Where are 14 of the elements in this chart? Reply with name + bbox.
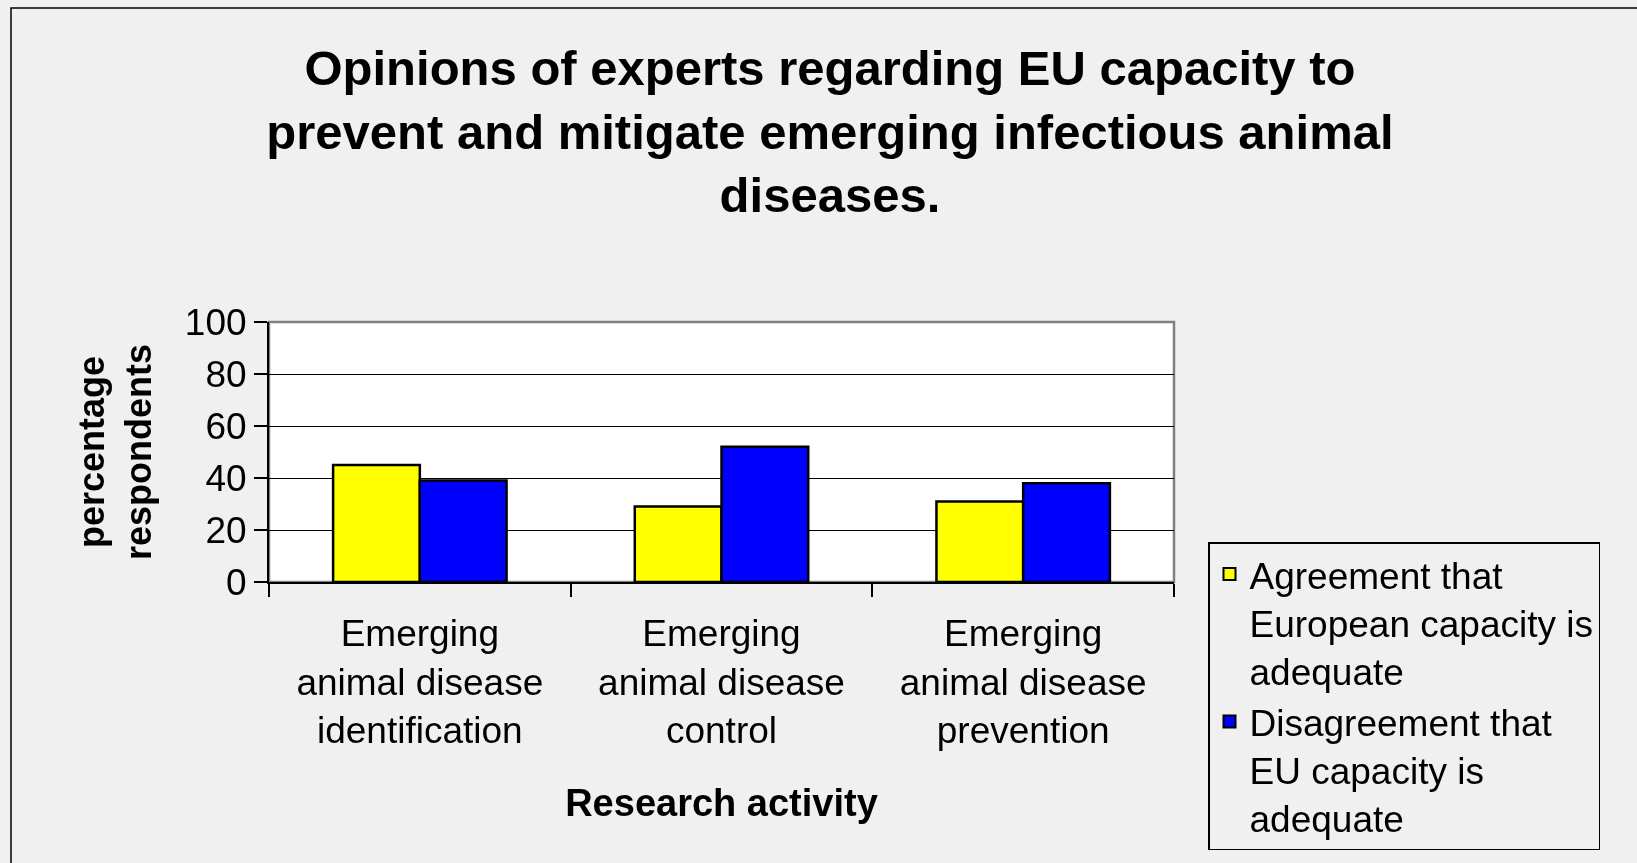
x-axis-title: Research activity <box>565 782 878 825</box>
y-axis-title: percentage respondents <box>71 343 160 561</box>
chart-title: Opinions of experts regarding EU capacity to prevent and mitigate emerging infectious animal diseases. <box>266 40 1394 223</box>
x-tick-label: Emerging animal disease prevention <box>899 613 1147 751</box>
legend-label: Disagreement that EU capacity is adequate <box>1249 702 1553 841</box>
y-tick-label: 100 <box>184 301 247 343</box>
y-tick-label: 60 <box>205 405 247 447</box>
legend-label: Agreement that European capacity is adequate <box>1249 555 1593 693</box>
x-tick-label: Emerging animal disease control <box>598 613 845 751</box>
x-tick-label: Emerging animal disease identification <box>296 613 544 751</box>
y-tick-label: 80 <box>205 353 247 395</box>
y-tick-label: 40 <box>205 457 247 499</box>
y-tick-label: 20 <box>205 509 247 551</box>
y-tick-label: 0 <box>226 561 247 603</box>
